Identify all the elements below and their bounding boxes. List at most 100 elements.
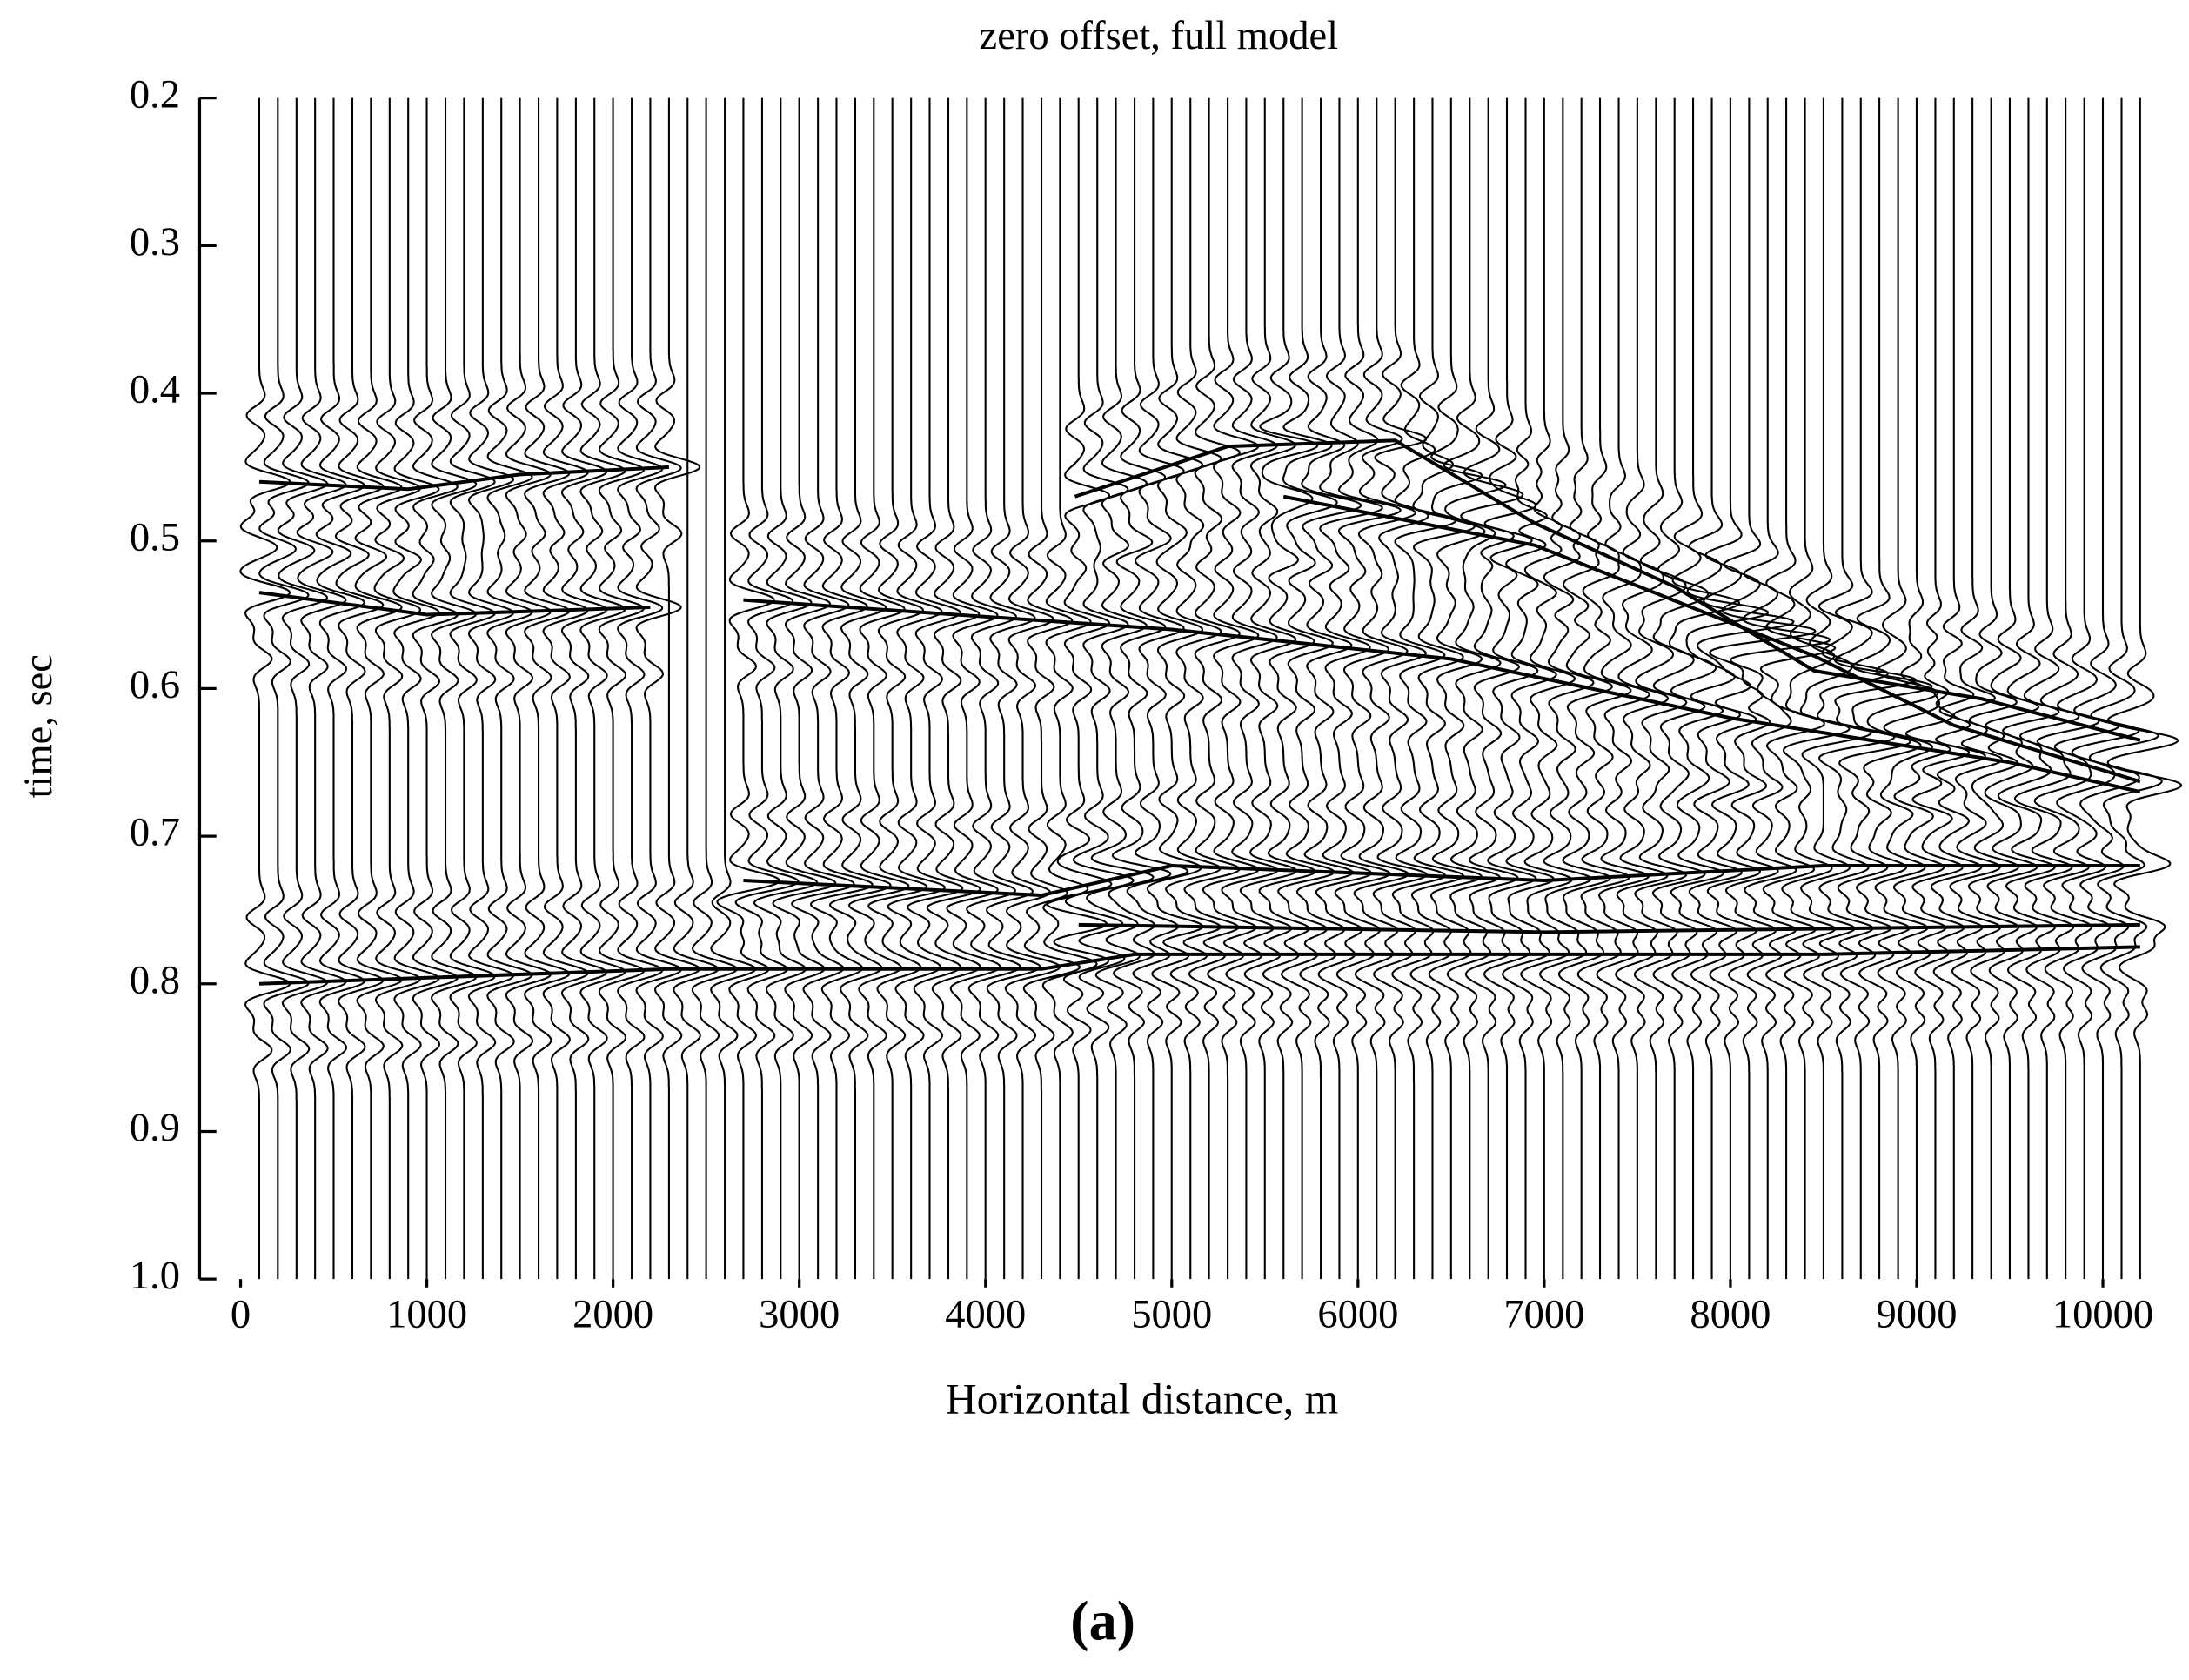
trace (1596, 97, 1650, 1280)
trace (1696, 97, 1795, 1280)
trace (1557, 97, 1613, 1280)
reflection-event (258, 591, 651, 617)
y-axis-label: time, sec (17, 654, 61, 798)
trace (673, 97, 720, 1280)
trace (1372, 97, 1429, 1280)
trace (1165, 97, 1222, 1280)
trace (2053, 97, 2120, 1280)
trace (887, 97, 946, 1280)
trace (1730, 97, 1831, 1280)
trace (1022, 97, 1081, 1280)
trace (1633, 97, 1688, 1280)
trace (1984, 97, 2040, 1280)
caption: (a) (1070, 1590, 1135, 1651)
trace (277, 97, 329, 1280)
x-tick-label: 1000 (386, 1293, 467, 1337)
x-tick-label: 3000 (759, 1293, 840, 1337)
trace (1315, 97, 1383, 1280)
trace (1295, 97, 1362, 1280)
trace (1409, 97, 1476, 1280)
trace (716, 97, 781, 1280)
trace (966, 97, 1021, 1280)
trace (598, 97, 645, 1280)
trace (296, 97, 347, 1280)
y-tick-label: 0.5 (130, 515, 180, 559)
trace (790, 97, 855, 1280)
trace (1997, 97, 2060, 1280)
reflection-event (743, 864, 2140, 898)
trace (1258, 97, 1319, 1280)
trace (1759, 97, 1837, 1280)
trace (1781, 97, 1851, 1280)
trace (946, 97, 1001, 1280)
trace (653, 97, 701, 1280)
trace (524, 97, 571, 1280)
trace (354, 97, 403, 1280)
y-tick-label: 0.8 (130, 958, 180, 1002)
x-tick-label: 8000 (1690, 1293, 1771, 1337)
trace (1146, 97, 1204, 1280)
trace (1334, 97, 1402, 1280)
reflection-event (258, 465, 670, 492)
trace (1108, 97, 1172, 1280)
trace (334, 97, 385, 1280)
trace (315, 97, 365, 1280)
trace (1866, 97, 1939, 1280)
trace (1277, 97, 1338, 1280)
trace (1816, 97, 1896, 1280)
trace (617, 97, 664, 1280)
trace (1353, 97, 1417, 1280)
y-tick-label: 0.9 (130, 1106, 180, 1150)
trace (1086, 97, 1155, 1280)
trace (1064, 97, 1135, 1280)
reflection-event (258, 945, 2140, 986)
trace (691, 97, 739, 1280)
trace (2013, 97, 2080, 1280)
x-tick-label: 5000 (1131, 1293, 1212, 1337)
trace (710, 97, 757, 1280)
trace (1502, 97, 1557, 1280)
trace (986, 97, 1041, 1280)
y-tick-label: 0.4 (130, 368, 180, 412)
trace (431, 97, 478, 1280)
trace (2033, 97, 2100, 1280)
trace (1709, 97, 1817, 1280)
trace (2088, 97, 2163, 1280)
trace (772, 97, 837, 1280)
trace (1460, 97, 1524, 1280)
y-tick-label: 0.2 (130, 72, 180, 117)
trace (1615, 97, 1670, 1280)
trace (734, 97, 800, 1280)
trace (392, 97, 440, 1280)
reflection-event (1074, 438, 2141, 742)
trace (2071, 97, 2140, 1280)
trace (1183, 97, 1242, 1280)
trace (1202, 97, 1260, 1280)
trace (1520, 97, 1576, 1280)
trace (867, 97, 928, 1280)
trace (1041, 97, 1098, 1280)
trace (1126, 97, 1189, 1280)
reflection-event (1078, 922, 2140, 934)
trace (1239, 97, 1298, 1280)
trace (412, 97, 459, 1280)
y-tick-label: 0.6 (130, 663, 180, 707)
trace (467, 97, 515, 1280)
chart-title: zero offset, full model (980, 14, 1338, 58)
trace (1651, 97, 1710, 1280)
trace (1833, 97, 1918, 1280)
x-tick-label: 6000 (1317, 1293, 1398, 1337)
trace (560, 97, 608, 1280)
trace (810, 97, 874, 1280)
y-tick-label: 0.3 (130, 220, 180, 264)
trace (505, 97, 552, 1280)
trace (847, 97, 910, 1280)
trace (1949, 97, 2004, 1280)
x-tick-label: 10000 (2052, 1293, 2153, 1337)
x-tick-label: 4000 (945, 1293, 1026, 1337)
trace (486, 97, 533, 1280)
trace (635, 97, 682, 1280)
x-tick-label: 0 (231, 1293, 251, 1337)
